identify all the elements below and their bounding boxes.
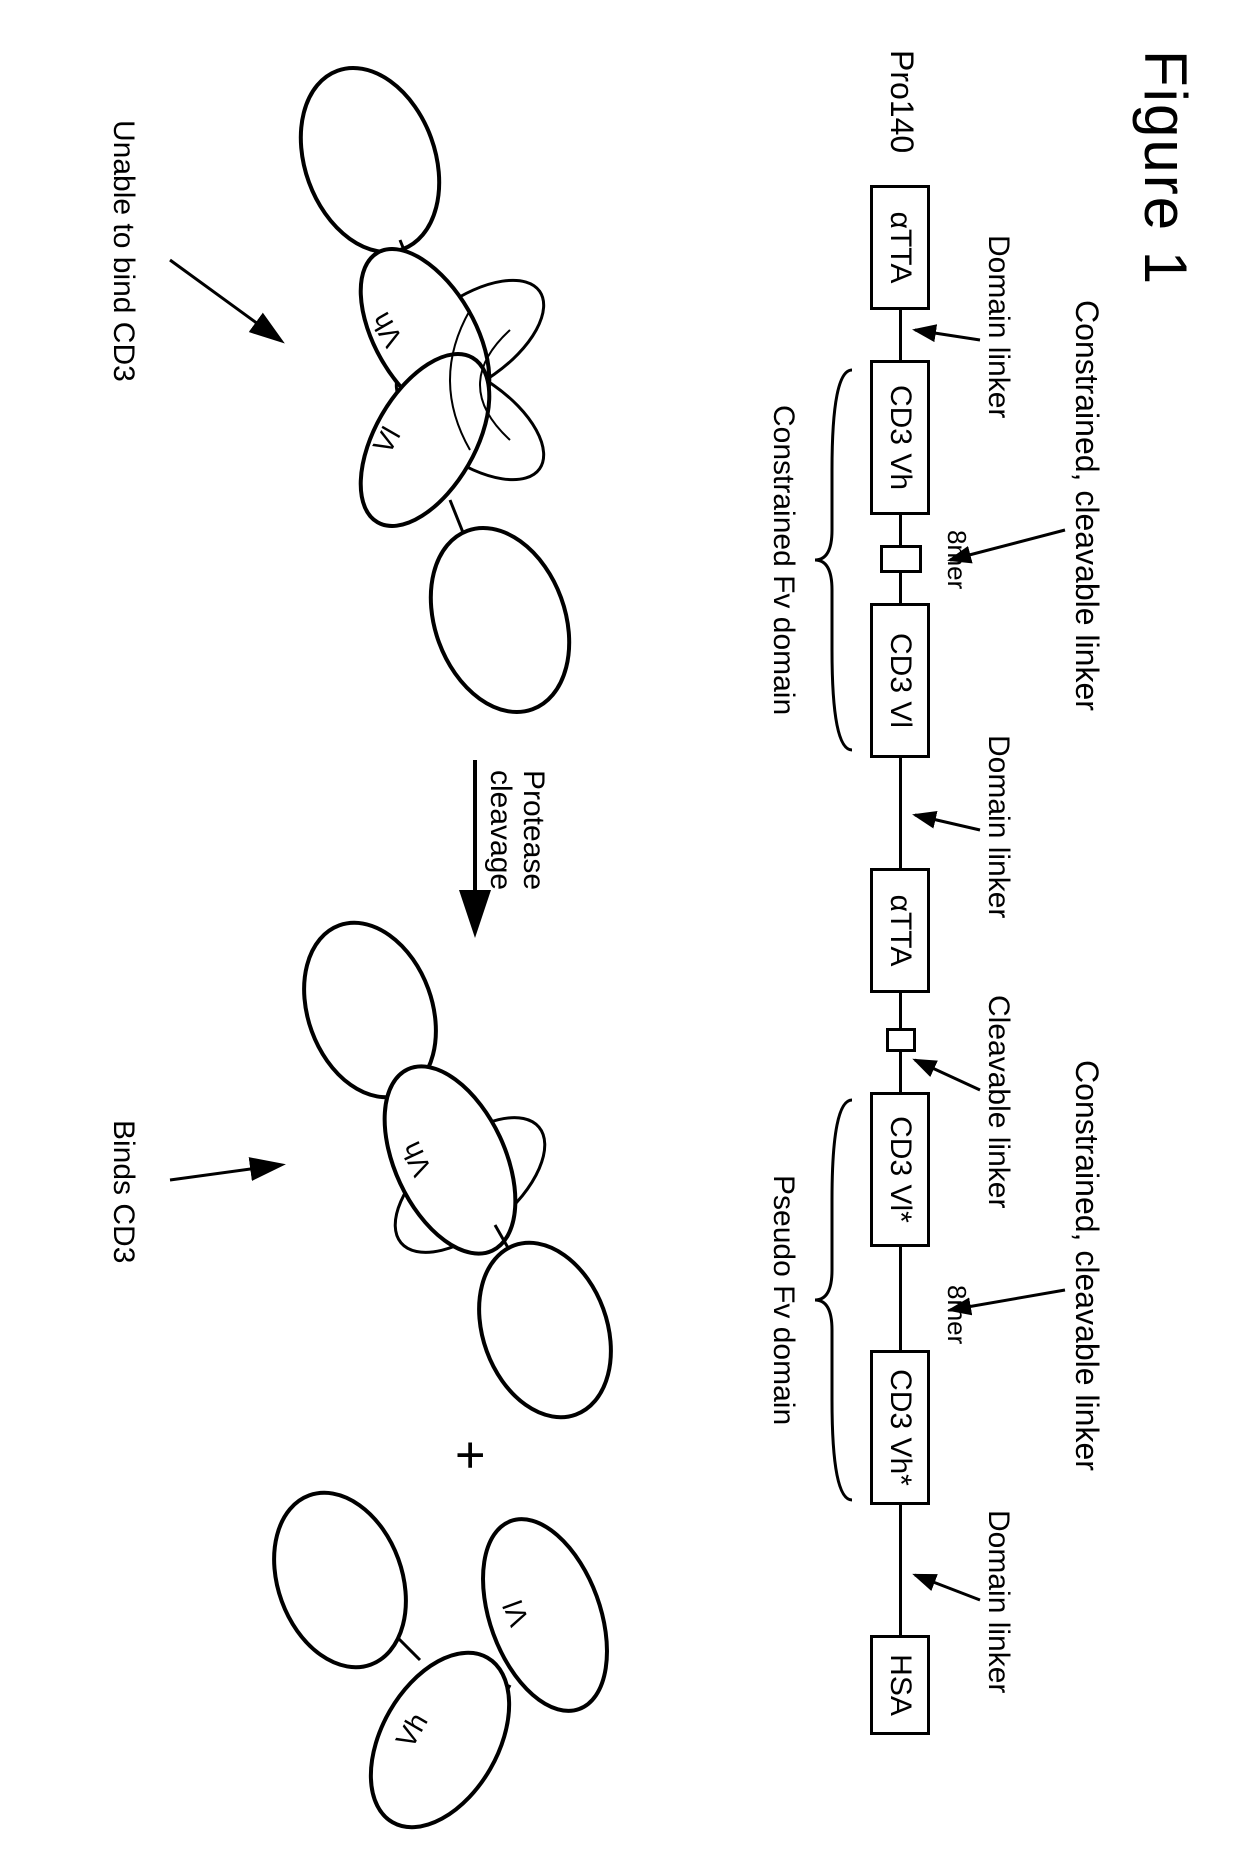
domain-cd3-vh-star: CD3 Vh* bbox=[870, 1350, 930, 1505]
anno-constrained-fv: Constrained Fv domain bbox=[766, 405, 800, 715]
anno-cleavable-linker: Cleavable linker bbox=[981, 995, 1015, 1208]
anno-8mer-2: 8mer bbox=[941, 1285, 972, 1344]
linker-2b bbox=[899, 573, 902, 603]
anno-constrained-cleavable-1: Constrained, cleavable linker bbox=[1068, 300, 1105, 711]
anno-pseudo-fv: Pseudo Fv domain bbox=[766, 1175, 800, 1425]
domain-hsa: HSA bbox=[870, 1635, 930, 1735]
construct-name-label: Pro140 bbox=[883, 50, 920, 153]
linker-5a bbox=[899, 1247, 902, 1285]
8mer-box-1 bbox=[880, 545, 922, 573]
cleavable-box bbox=[886, 1028, 916, 1052]
braces bbox=[750, 0, 870, 1860]
linker-6 bbox=[899, 1505, 902, 1635]
domain-atta-2-label: αTTA bbox=[883, 895, 917, 967]
anno-domain-linker-1: Domain linker bbox=[981, 235, 1015, 418]
plus-sign: + bbox=[440, 1440, 500, 1470]
figure-title: Figure 1 bbox=[1131, 50, 1200, 286]
domain-cd3-vh-star-label: CD3 Vh* bbox=[883, 1369, 917, 1486]
domain-cd3-vl-star-label: CD3 Vl* bbox=[883, 1116, 917, 1223]
linker-2a bbox=[899, 515, 902, 545]
linker-5b bbox=[899, 1285, 902, 1350]
anno-constrained-cleavable-2: Constrained, cleavable linker bbox=[1068, 1060, 1105, 1471]
domain-cd3-vl: CD3 Vl bbox=[870, 603, 930, 758]
domain-cd3-vl-label: CD3 Vl bbox=[883, 633, 917, 728]
linker-1 bbox=[899, 310, 902, 360]
anno-domain-linker-3: Domain linker bbox=[981, 1510, 1015, 1693]
domain-hsa-label: HSA bbox=[883, 1654, 917, 1716]
linker-4a bbox=[899, 993, 902, 1028]
anno-binds-cd3: Binds CD3 bbox=[106, 1120, 140, 1263]
anno-protease: Protease cleavage bbox=[484, 770, 550, 890]
domain-atta-1-label: αTTA bbox=[883, 212, 917, 284]
domain-cd3-vh: CD3 Vh bbox=[870, 360, 930, 515]
anno-8mer-1: 8mer bbox=[941, 530, 972, 589]
figure-content: Figure 1 Pro140 Constrained, cleavable l… bbox=[0, 0, 1240, 1860]
cartoon: Vh Vl Vh Vl Vh bbox=[0, 0, 700, 1860]
linker-4b bbox=[899, 1052, 902, 1092]
anno-domain-linker-2: Domain linker bbox=[981, 735, 1015, 918]
linker-3 bbox=[899, 758, 902, 868]
domain-atta-2: αTTA bbox=[870, 868, 930, 993]
domain-cd3-vl-star: CD3 Vl* bbox=[870, 1092, 930, 1247]
anno-unable-bind: Unable to bind CD3 bbox=[106, 120, 140, 382]
domain-atta-1: αTTA bbox=[870, 185, 930, 310]
domain-cd3-vh-label: CD3 Vh bbox=[883, 385, 917, 490]
